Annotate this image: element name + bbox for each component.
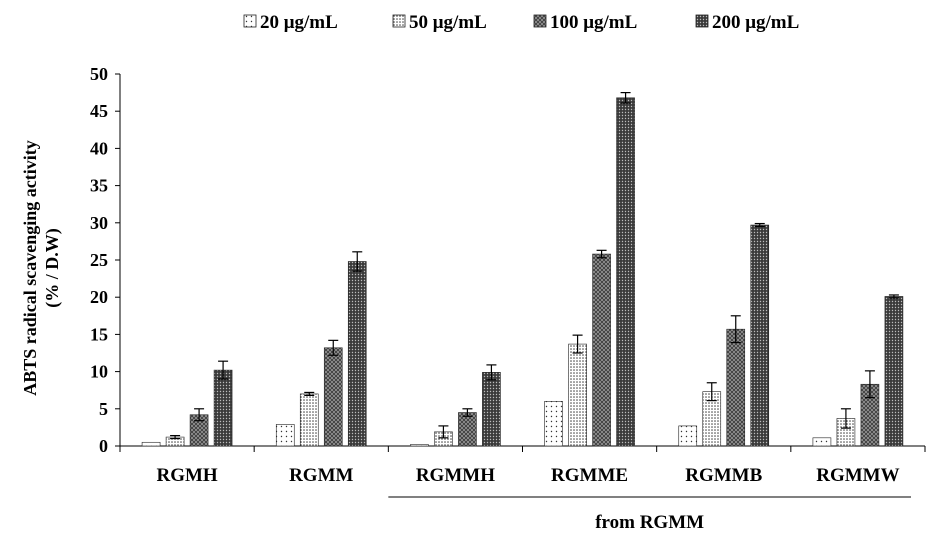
y-tick-label: 35 bbox=[90, 176, 108, 196]
bar bbox=[726, 328, 746, 447]
bar bbox=[410, 444, 429, 447]
bars bbox=[141, 97, 904, 447]
y-axis: 0 5 10 15 20 25 30 35 40 45 50 bbox=[90, 64, 121, 456]
y-tick-label: 20 bbox=[90, 287, 108, 307]
group-bracket: from RGMM bbox=[388, 496, 911, 533]
legend-label: 20 μg/mL bbox=[260, 12, 338, 33]
bar bbox=[678, 425, 698, 447]
y-axis-title: ABTS radical scavenging activity (% / D.… bbox=[20, 140, 63, 396]
y-tick-label: 5 bbox=[99, 399, 108, 419]
bar bbox=[884, 296, 904, 447]
bar bbox=[750, 224, 770, 447]
y-tick-label: 30 bbox=[90, 213, 108, 233]
y-tick-label: 15 bbox=[90, 324, 108, 344]
x-tick-label: RGMMB bbox=[685, 465, 762, 486]
bar bbox=[323, 347, 343, 447]
bar bbox=[213, 369, 233, 447]
legend-label: 50 μg/mL bbox=[409, 12, 487, 33]
error-bars bbox=[170, 91, 899, 440]
y-tick-label: 45 bbox=[90, 101, 108, 121]
bar bbox=[544, 401, 563, 447]
group-bracket-label: from RGMM bbox=[595, 512, 704, 533]
bar bbox=[141, 441, 161, 447]
legend-swatch bbox=[533, 14, 547, 28]
legend-swatch bbox=[243, 14, 257, 28]
bar bbox=[275, 424, 295, 447]
bar bbox=[616, 97, 635, 447]
bar bbox=[812, 437, 832, 447]
legend-swatch bbox=[392, 14, 406, 28]
y-tick-label: 50 bbox=[90, 64, 108, 84]
bar bbox=[299, 393, 319, 447]
x-tick-label: RGMH bbox=[156, 465, 217, 486]
y-tick-label: 0 bbox=[99, 436, 108, 456]
legend: 20 μg/mL 50 μg/mL 100 μg/mL 200 μg/mL bbox=[243, 12, 799, 33]
x-tick-label: RGMM bbox=[289, 465, 353, 486]
bar bbox=[458, 412, 477, 447]
y-tick-label: 10 bbox=[90, 362, 108, 382]
legend-swatch bbox=[695, 14, 709, 28]
bar bbox=[568, 343, 587, 447]
bar bbox=[592, 253, 611, 447]
x-tick-label: RGMMW bbox=[816, 465, 899, 486]
legend-label: 100 μg/mL bbox=[550, 12, 637, 33]
bar bbox=[482, 372, 501, 447]
x-axis: RGMH RGMM RGMMH RGMME RGMMB RGMMW bbox=[119, 445, 926, 486]
y-tick-label: 25 bbox=[90, 250, 108, 270]
x-tick-label: RGMME bbox=[551, 465, 628, 486]
legend-label: 200 μg/mL bbox=[712, 12, 799, 33]
x-tick-label: RGMMH bbox=[416, 465, 495, 486]
bar bbox=[347, 261, 367, 447]
y-tick-label: 40 bbox=[90, 138, 108, 158]
y-axis-label-units: (% / D.W) bbox=[42, 228, 63, 308]
y-axis-label: ABTS radical scavenging activity bbox=[20, 140, 40, 396]
